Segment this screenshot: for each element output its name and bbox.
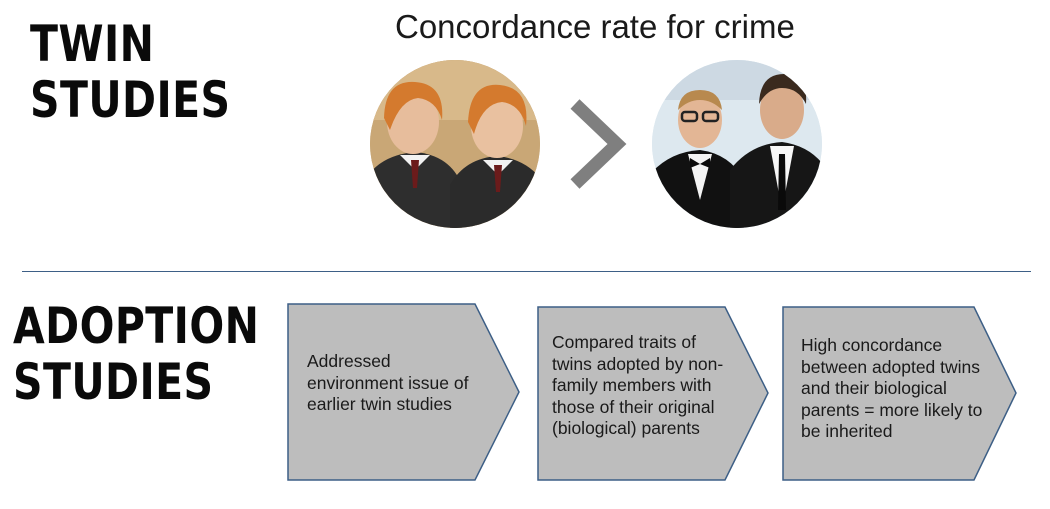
twin-heading-line-2: STUDIES xyxy=(30,71,231,129)
process-step-1: Addressed environment issue of earlier t… xyxy=(287,303,521,481)
twin-heading-line-1: TWIN xyxy=(30,15,155,73)
adoption-heading-line-2: STUDIES xyxy=(13,353,214,411)
identical-twins-photo xyxy=(370,60,540,228)
process-step-2: Compared traits of twins adopted by non-… xyxy=(537,306,769,481)
step-2-chevron-shape xyxy=(537,306,769,481)
fraternal-twins-photo xyxy=(652,60,822,228)
concordance-subtitle: Concordance rate for crime xyxy=(395,8,795,45)
step-3-text: High concordance between adopted twins a… xyxy=(801,335,983,442)
step-1-chevron-shape xyxy=(287,303,520,481)
process-step-3: High concordance between adopted twins a… xyxy=(782,306,1018,481)
step-2-text: Compared traits of twins adopted by non-… xyxy=(552,332,724,439)
step-1-text: Addressed environment issue of earlier t… xyxy=(307,351,469,415)
twin-studies-heading: TWIN STUDIES xyxy=(30,16,230,128)
section-divider xyxy=(22,271,1031,272)
greater-than-chevron-icon xyxy=(570,99,627,189)
adoption-studies-heading: ADOPTION STUDIES xyxy=(13,298,259,410)
adoption-heading-line-1: ADOPTION xyxy=(13,297,260,355)
step-3-chevron-shape xyxy=(782,306,1017,481)
